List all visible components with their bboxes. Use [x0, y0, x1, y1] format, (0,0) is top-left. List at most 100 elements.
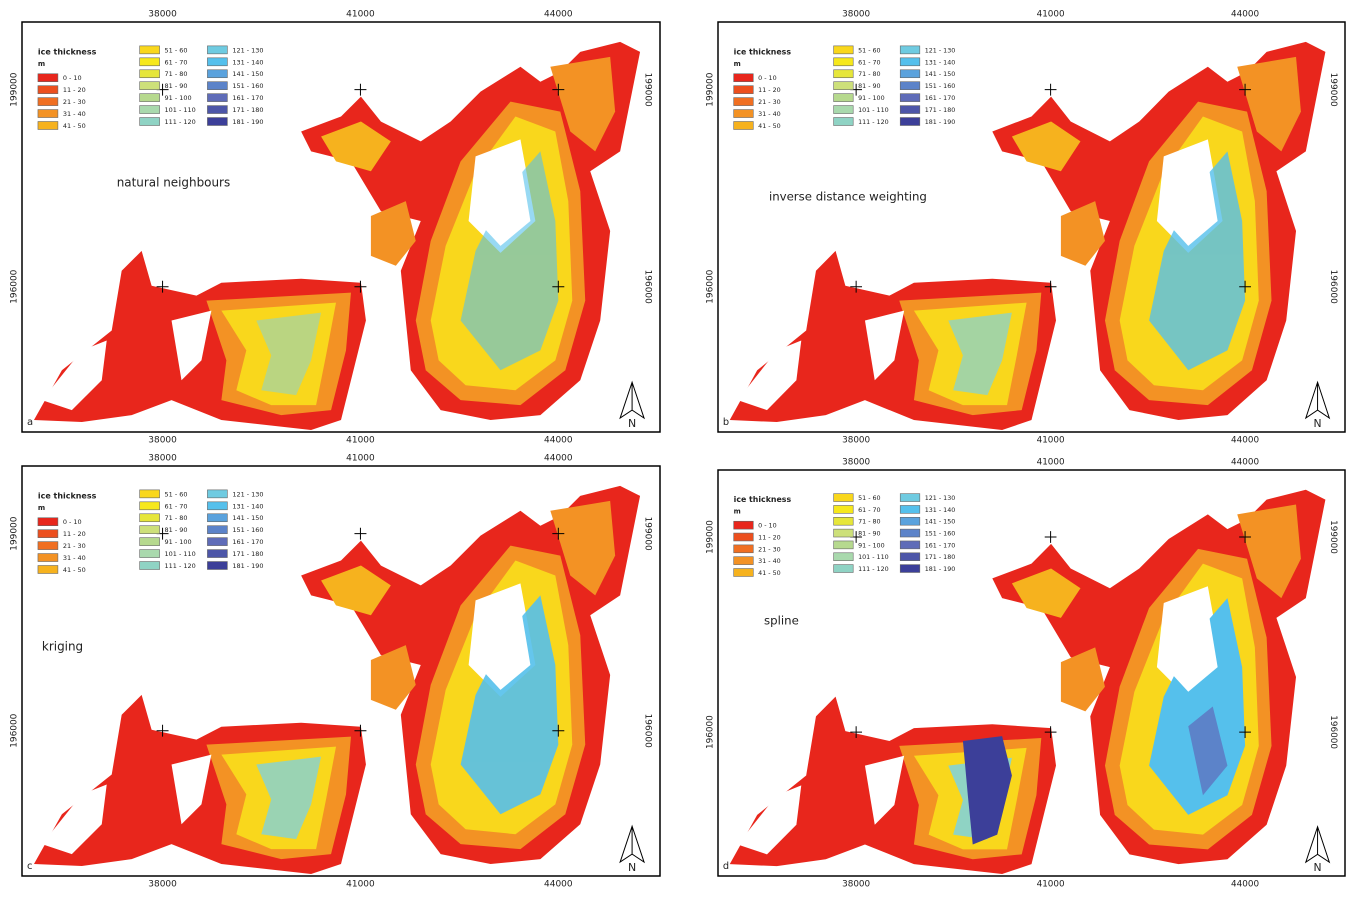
legend-label: 151 - 160: [232, 82, 263, 90]
x-tick-label: 41000: [346, 10, 375, 20]
grid-cross: [354, 83, 367, 96]
legend-label: 81 - 90: [165, 82, 188, 90]
legend-label: 161 - 170: [232, 538, 263, 546]
legend-swatch: [733, 85, 754, 94]
legend-title: ice thickness: [734, 47, 792, 56]
legend-swatch: [899, 528, 921, 538]
y-tick-label: 196000: [10, 713, 20, 747]
legend-label: 111 - 120: [165, 562, 196, 570]
grid-cross: [156, 724, 169, 737]
grid-cross: [156, 280, 169, 293]
y-tick-label: 199000: [643, 73, 653, 107]
legend-swatch: [833, 93, 854, 102]
legend-unit: m: [38, 504, 45, 512]
x-tick-label: 41000: [1037, 435, 1065, 445]
legend-swatch: [207, 537, 228, 546]
x-tick-label: 44000: [1231, 458, 1259, 468]
legend-title: ice thickness: [38, 491, 97, 500]
legend-label: 141 - 150: [925, 70, 956, 78]
north-label: N: [1314, 417, 1322, 430]
legend-swatch: [139, 117, 160, 126]
grid-cross: [1239, 280, 1251, 293]
y-tick-label: 196000: [643, 714, 653, 748]
x-tick-label: 44000: [544, 10, 573, 20]
north-label: N: [1314, 861, 1322, 874]
x-tick-label: 38000: [842, 879, 870, 889]
legend-label: 71 - 80: [858, 518, 881, 526]
legend-swatch: [899, 540, 921, 550]
legend-label: 181 - 190: [925, 565, 956, 573]
legend-swatch: [37, 73, 59, 83]
legend-label: 0 - 10: [758, 74, 776, 82]
y-tick-label: 199000: [1328, 73, 1338, 107]
legend-label: 131 - 140: [232, 502, 263, 510]
legend-label: 61 - 70: [858, 58, 881, 66]
legend-label: 11 - 20: [63, 530, 86, 538]
legend-label: 91 - 100: [858, 541, 885, 549]
legend-swatch: [139, 537, 160, 546]
grid-cross: [1239, 726, 1251, 739]
legend-label: 41 - 50: [758, 122, 781, 130]
grid-cross: [1239, 83, 1251, 96]
legend-swatch: [899, 117, 921, 126]
x-tick-label: 41000: [1037, 879, 1065, 889]
legend-swatch: [899, 505, 921, 514]
legend-swatch: [139, 81, 160, 90]
legend-swatch: [207, 525, 228, 534]
x-tick-label: 41000: [1037, 458, 1065, 468]
legend-label: 171 - 180: [925, 106, 956, 114]
legend-swatch: [833, 45, 854, 55]
legend-label: 161 - 170: [232, 94, 263, 102]
map-panel: 38000 38000 41000 41000 44000 44000 199000 1990…: [10, 454, 661, 889]
legend-label: 171 - 180: [232, 550, 263, 558]
legend-label: 111 - 120: [858, 565, 889, 573]
legend-label: 121 - 130: [925, 494, 956, 502]
north-label: N: [628, 417, 636, 430]
method-label: spline: [764, 613, 799, 627]
legend-swatch: [733, 520, 754, 530]
legend-label: 31 - 40: [758, 110, 781, 118]
legend-swatch: [37, 553, 59, 562]
legend-swatch: [207, 489, 228, 499]
legend-label: 121 - 130: [925, 46, 956, 54]
x-tick-label: 38000: [148, 454, 177, 464]
legend-label: 181 - 190: [232, 118, 263, 126]
grid-cross: [1239, 531, 1251, 543]
legend-swatch: [37, 529, 59, 538]
north-label: N: [628, 861, 636, 874]
legend-swatch: [139, 525, 160, 534]
panel-letter: c: [27, 861, 32, 872]
method-label: natural neighbours: [117, 176, 231, 190]
legend-label: 131 - 140: [232, 58, 263, 66]
legend-title: ice thickness: [38, 47, 97, 56]
grid-cross: [1044, 280, 1057, 293]
legend-label: 81 - 90: [165, 526, 188, 534]
legend-label: 71 - 80: [165, 514, 188, 522]
legend-label: 31 - 40: [758, 557, 781, 565]
grid-cross: [850, 726, 863, 739]
legend-swatch: [833, 57, 854, 67]
legend-label: 0 - 10: [63, 518, 82, 526]
legend-swatch: [139, 501, 160, 511]
north-arrow: [619, 380, 645, 420]
legend-unit: m: [38, 60, 45, 68]
legend-title: ice thickness: [734, 495, 792, 504]
y-tick-label: 199000: [643, 517, 653, 551]
legend-label: 141 - 150: [925, 518, 956, 526]
legend-label: 181 - 190: [232, 562, 263, 570]
legend-label: 91 - 100: [165, 538, 192, 546]
legend-swatch: [899, 564, 921, 573]
legend-swatch: [207, 117, 228, 126]
grid-cross: [552, 83, 565, 96]
legend-unit: m: [734, 60, 741, 68]
legend-label: 141 - 150: [232, 514, 263, 522]
legend-label: 111 - 120: [858, 118, 889, 126]
y-tick-label: 199000: [10, 72, 20, 106]
y-tick-label: 196000: [1328, 715, 1338, 749]
legend-label: 31 - 40: [63, 554, 86, 562]
method-label: inverse distance weighting: [769, 190, 927, 204]
legend-swatch: [833, 552, 854, 561]
grid-cross: [552, 724, 565, 737]
legend-swatch: [833, 81, 854, 90]
legend-swatch: [207, 93, 228, 102]
